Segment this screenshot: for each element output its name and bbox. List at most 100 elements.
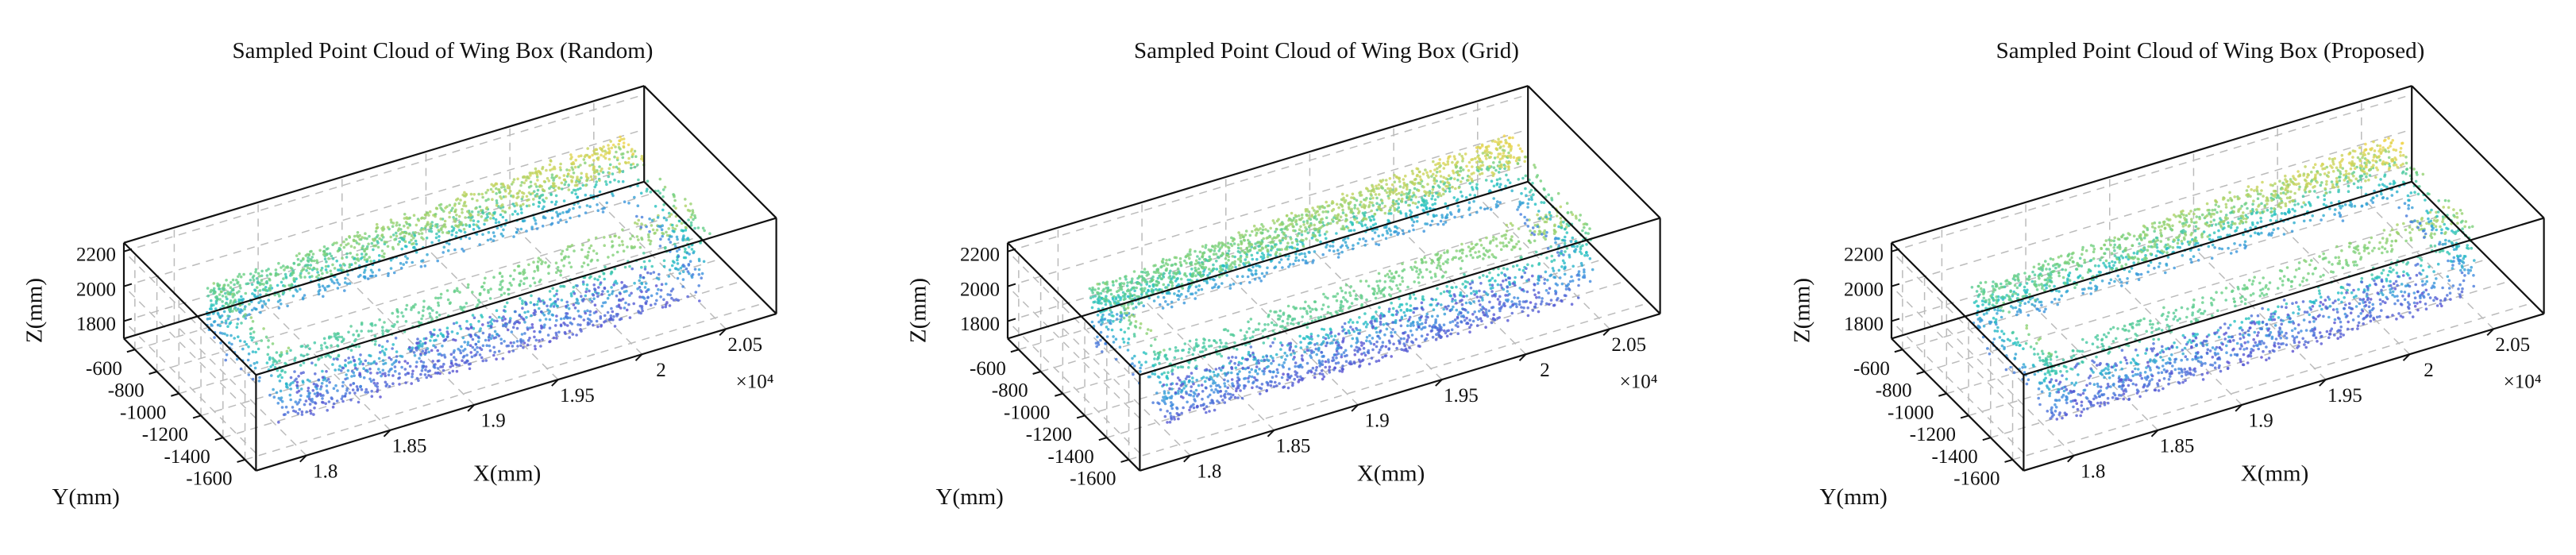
cloud-point bbox=[567, 306, 571, 310]
cloud-point bbox=[1398, 303, 1402, 306]
cloud-point bbox=[414, 231, 417, 234]
cloud-point bbox=[243, 340, 247, 344]
cloud-point bbox=[276, 375, 280, 378]
cloud-point bbox=[511, 349, 515, 353]
cloud-point bbox=[1504, 184, 1507, 188]
cloud-point bbox=[577, 310, 580, 313]
panel: 1.81.851.91.9522.05-600-800-1000-1200-14… bbox=[21, 38, 777, 510]
cloud-point bbox=[570, 156, 573, 159]
cloud-point bbox=[1554, 282, 1558, 286]
cloud-point bbox=[1177, 417, 1180, 421]
cloud-point bbox=[380, 233, 384, 237]
cloud-point bbox=[532, 198, 535, 201]
cloud-point bbox=[538, 184, 542, 188]
cloud-point bbox=[460, 307, 463, 311]
cloud-point bbox=[1444, 202, 1448, 206]
cloud-point bbox=[297, 401, 301, 404]
cloud-point bbox=[572, 172, 576, 175]
cloud-point bbox=[617, 142, 620, 146]
cloud-point bbox=[1313, 250, 1317, 253]
cloud-point bbox=[312, 413, 315, 416]
cloud-point bbox=[229, 301, 232, 305]
cloud-point bbox=[429, 330, 432, 334]
cloud-point bbox=[372, 381, 376, 385]
cloud-point bbox=[1320, 369, 1324, 372]
cloud-point bbox=[308, 347, 311, 351]
cloud-point bbox=[345, 389, 349, 392]
cloud-point bbox=[1300, 377, 1304, 380]
cloud-point bbox=[1276, 371, 1279, 375]
cloud-point bbox=[1371, 203, 1375, 207]
cloud-point bbox=[1255, 385, 1259, 388]
cloud-point bbox=[526, 328, 530, 331]
cloud-point bbox=[1545, 256, 1548, 260]
cloud-point bbox=[1135, 286, 1138, 290]
cloud-point bbox=[610, 146, 614, 150]
cloud-point bbox=[532, 217, 536, 220]
cloud-point bbox=[363, 255, 366, 259]
cloud-point bbox=[1175, 407, 1179, 410]
cloud-point bbox=[1415, 270, 1418, 273]
cloud-point bbox=[327, 400, 331, 403]
cloud-point bbox=[224, 358, 228, 362]
cloud-point bbox=[1451, 160, 1454, 164]
cloud-point bbox=[1515, 264, 1519, 268]
cloud-point bbox=[676, 237, 679, 241]
cloud-point bbox=[438, 235, 441, 238]
cloud-point bbox=[251, 320, 255, 323]
cloud-point bbox=[1179, 263, 1183, 267]
cloud-point bbox=[1471, 157, 1475, 161]
cloud-point bbox=[1313, 209, 1316, 212]
cloud-point bbox=[603, 206, 606, 210]
cloud-point bbox=[437, 296, 440, 300]
cloud-point bbox=[1513, 296, 1516, 299]
cloud-point bbox=[384, 348, 388, 351]
cloud-point bbox=[633, 245, 636, 249]
cloud-point bbox=[1301, 365, 1304, 369]
cloud-point bbox=[1368, 333, 1371, 337]
cloud-point bbox=[1425, 171, 1429, 175]
cloud-point bbox=[1517, 303, 1521, 306]
cloud-point bbox=[1248, 280, 1251, 284]
cloud-point bbox=[597, 172, 600, 175]
cloud-point bbox=[265, 274, 269, 277]
cloud-point bbox=[373, 238, 377, 241]
cloud-point bbox=[1516, 296, 1520, 300]
cloud-point bbox=[500, 275, 504, 279]
cloud-point bbox=[277, 421, 280, 424]
cloud-point bbox=[297, 375, 300, 378]
cloud-point bbox=[529, 180, 533, 184]
cloud-point bbox=[345, 237, 348, 241]
cloud-point bbox=[556, 304, 559, 308]
cloud-point bbox=[626, 245, 629, 249]
cloud-point bbox=[423, 373, 427, 376]
cloud-point bbox=[1577, 283, 1580, 287]
cloud-point bbox=[363, 237, 367, 240]
cloud-point bbox=[1465, 164, 1468, 168]
cloud-point bbox=[336, 357, 339, 361]
cloud-point bbox=[381, 329, 384, 333]
cloud-point bbox=[453, 218, 456, 222]
cloud-point bbox=[430, 318, 434, 321]
cloud-point bbox=[1241, 275, 1244, 279]
cloud-point bbox=[1381, 341, 1385, 345]
cloud-point bbox=[250, 308, 254, 312]
cloud-point bbox=[1425, 202, 1429, 205]
cloud-point bbox=[239, 367, 243, 371]
cloud-point bbox=[538, 306, 541, 310]
cloud-point bbox=[253, 362, 256, 365]
cloud-point bbox=[573, 291, 577, 295]
cloud-point bbox=[1457, 313, 1460, 316]
cloud-point bbox=[526, 343, 530, 347]
cloud-point bbox=[363, 271, 366, 274]
cloud-point bbox=[332, 387, 336, 391]
cloud-point bbox=[527, 176, 530, 179]
cloud-point bbox=[637, 238, 640, 241]
cloud-point bbox=[320, 344, 323, 347]
cloud-point bbox=[1243, 377, 1246, 380]
cloud-point bbox=[553, 202, 557, 206]
cloud-point bbox=[590, 299, 594, 303]
cloud-point bbox=[1236, 275, 1240, 279]
cloud-point bbox=[618, 139, 622, 142]
cloud-point bbox=[279, 398, 283, 402]
